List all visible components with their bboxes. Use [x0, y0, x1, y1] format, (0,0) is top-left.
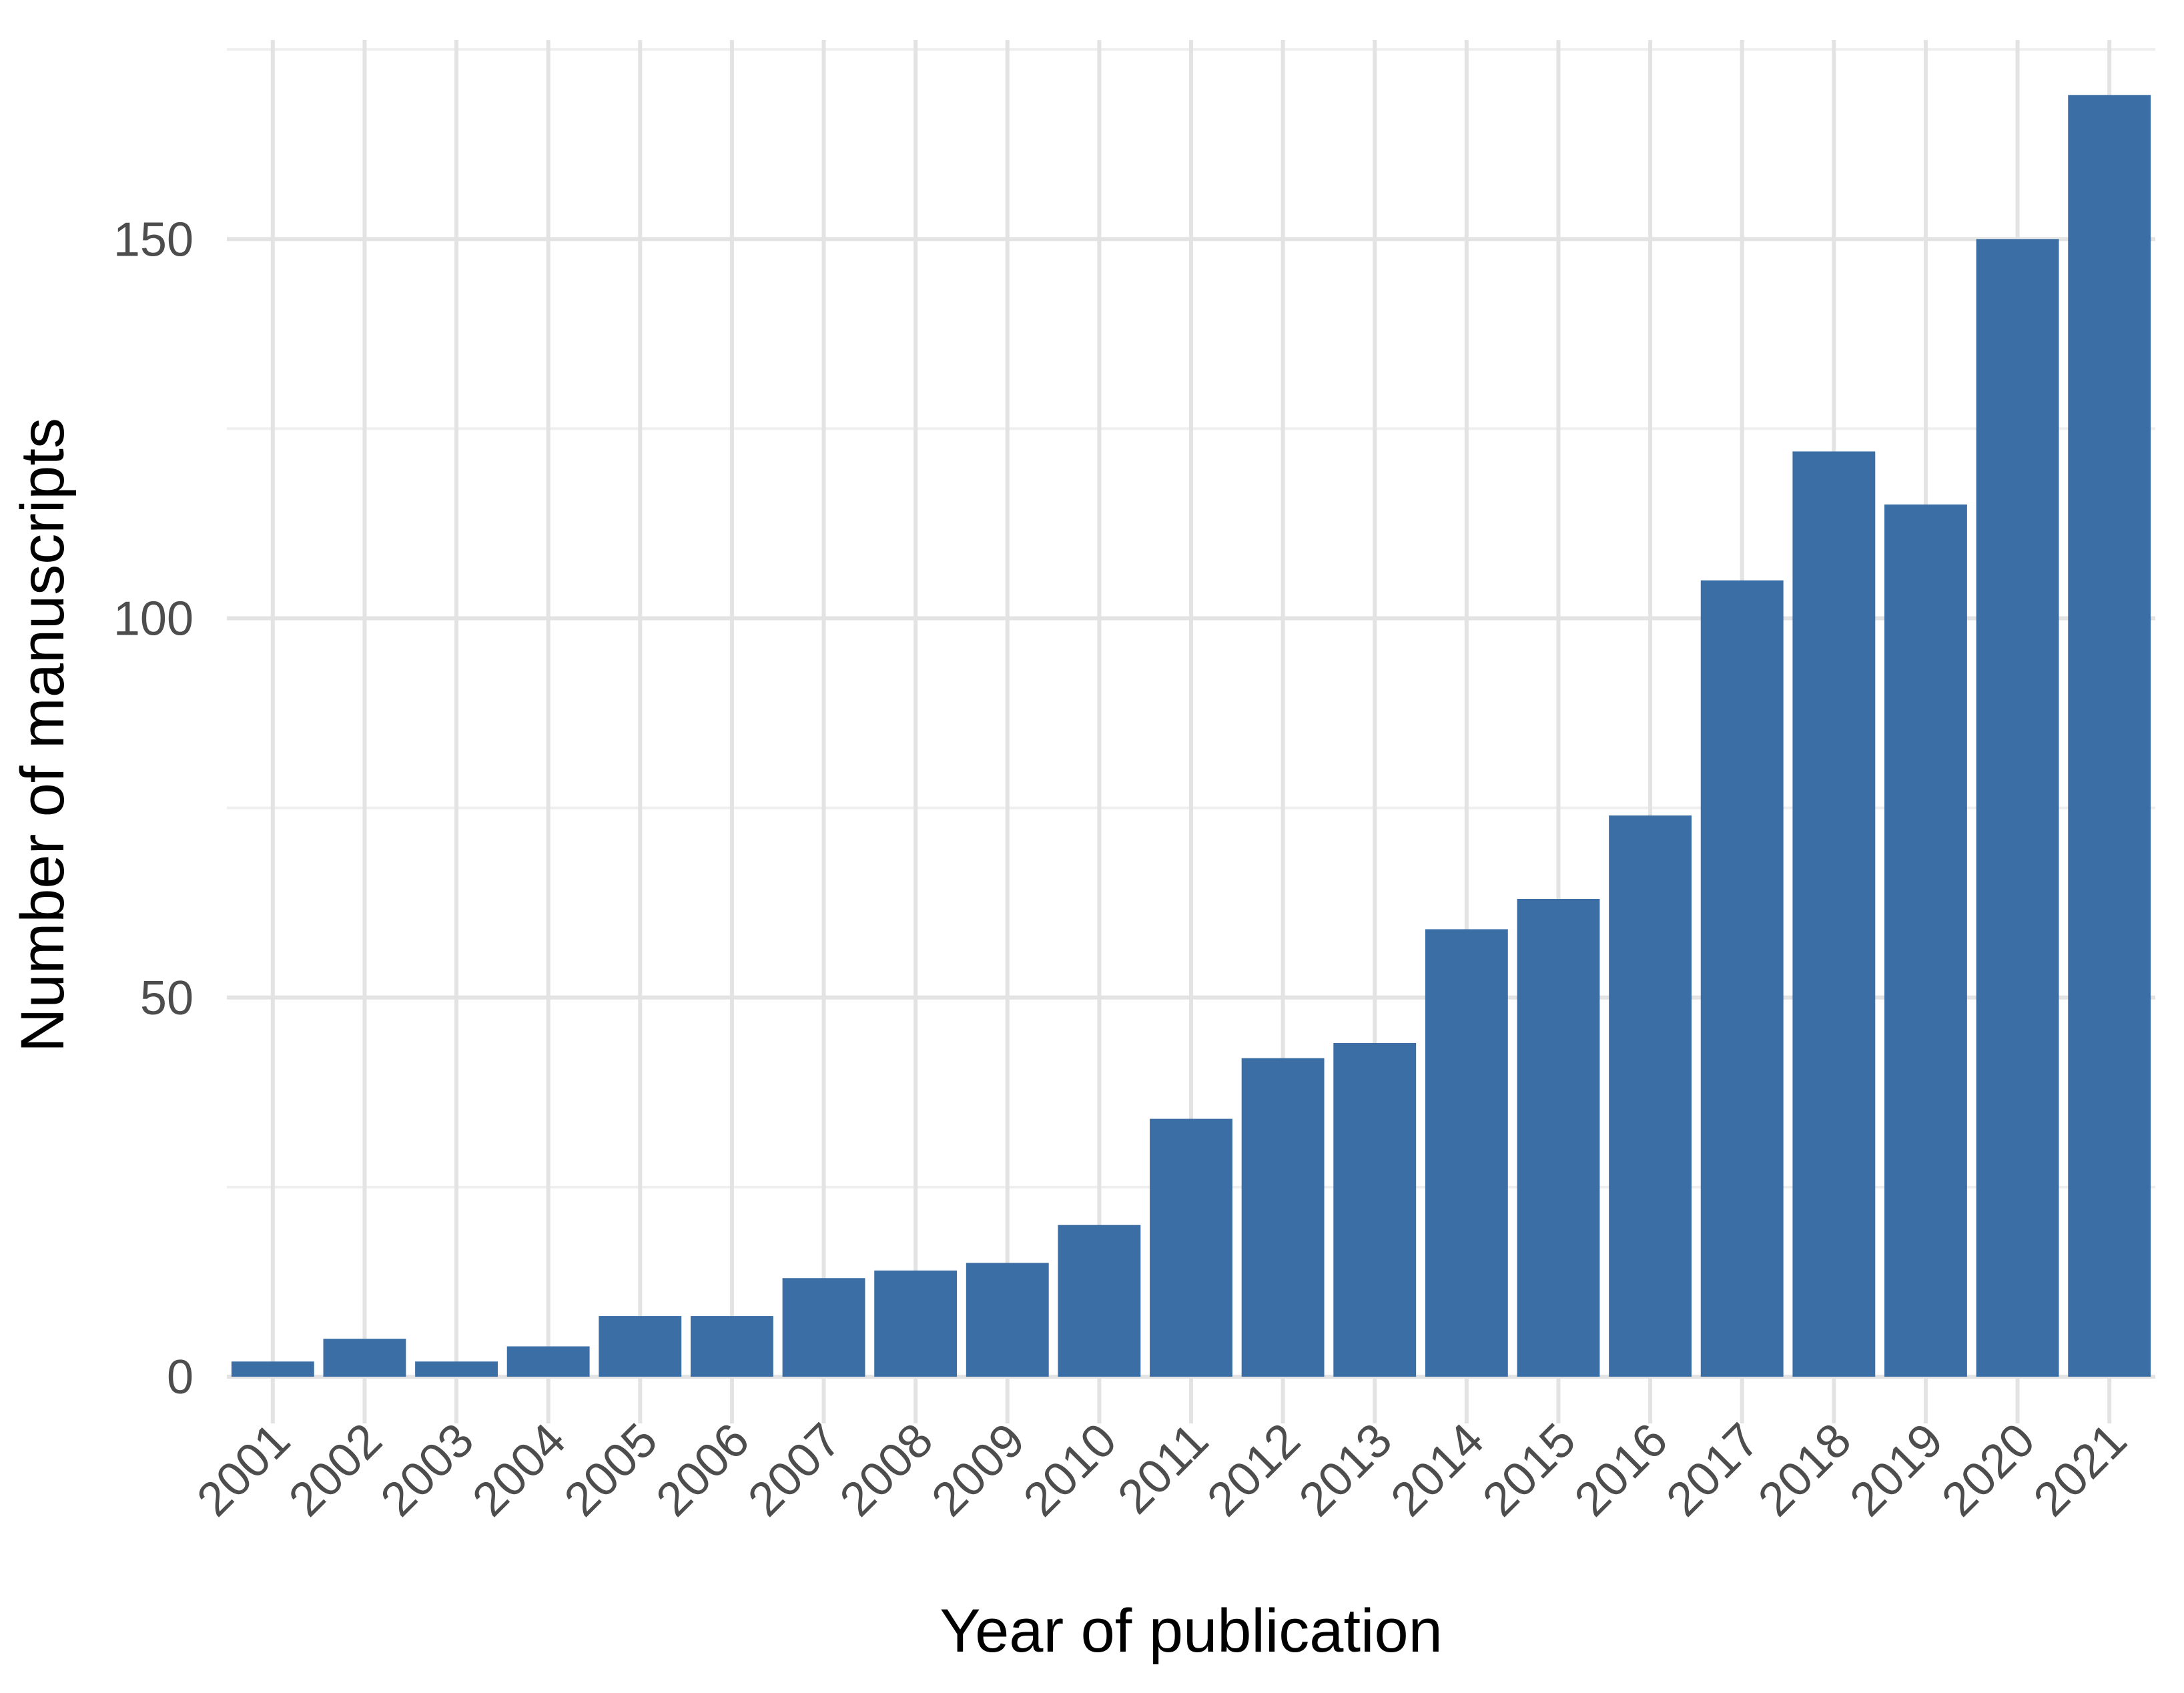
bar-2006 — [690, 1316, 773, 1377]
x-tick-label: 2008 — [830, 1413, 944, 1527]
x-tick-label: 2013 — [1289, 1413, 1403, 1527]
x-tick-label: 2010 — [1014, 1413, 1127, 1527]
x-tick-label: 2021 — [2024, 1413, 2137, 1527]
x-axis-title: Year of publication — [940, 1597, 1443, 1665]
x-tick-label: 2011 — [1108, 1413, 1218, 1524]
x-tick-label: 2006 — [646, 1413, 759, 1527]
x-tick-label: 2002 — [279, 1413, 392, 1527]
x-tick-label: 2005 — [555, 1413, 668, 1527]
bar-2017 — [1700, 580, 1784, 1377]
x-tick-label: 2014 — [1381, 1413, 1494, 1527]
bar-2020 — [1976, 239, 2059, 1377]
bar-2008 — [874, 1270, 958, 1377]
x-tick-label: 2007 — [738, 1413, 851, 1527]
x-tick-label: 2012 — [1197, 1413, 1311, 1527]
x-tick-label: 2003 — [371, 1413, 484, 1527]
bar-2011 — [1150, 1118, 1232, 1377]
bar-2019 — [1884, 504, 1967, 1377]
bar-2007 — [782, 1278, 865, 1377]
y-tick-label: 50 — [140, 972, 194, 1025]
y-tick-label: 0 — [167, 1351, 194, 1404]
x-tick-label: 2009 — [922, 1413, 1035, 1527]
bar-2010 — [1058, 1225, 1141, 1377]
x-tick-label: 2001 — [187, 1413, 300, 1527]
bar-2002 — [323, 1339, 406, 1377]
bar-2001 — [231, 1361, 314, 1377]
bar-2012 — [1241, 1058, 1325, 1377]
y-tick-label: 100 — [113, 593, 194, 646]
bar-2014 — [1425, 929, 1508, 1377]
y-axis-tick-labels: 0 50 100 150 — [113, 213, 194, 1404]
bar-2003 — [415, 1361, 498, 1377]
y-tick-label: 150 — [113, 213, 194, 266]
bar-2009 — [966, 1263, 1049, 1377]
x-tick-label: 2017 — [1656, 1413, 1770, 1527]
y-axis-title: Number of manuscripts — [9, 418, 77, 1052]
x-axis-tick-labels: 2001200220032004200520062007200820092010… — [187, 1413, 2137, 1527]
bar-2004 — [506, 1346, 590, 1377]
x-tick-label: 2019 — [1840, 1413, 1953, 1527]
bar-2021 — [2068, 95, 2151, 1377]
x-tick-label: 2015 — [1473, 1413, 1586, 1527]
x-tick-label: 2016 — [1565, 1413, 1678, 1527]
x-tick-label: 2004 — [462, 1413, 576, 1527]
x-tick-label: 2020 — [1932, 1413, 2045, 1527]
bar-2018 — [1792, 451, 1876, 1377]
bar-2005 — [599, 1316, 682, 1377]
bar-2013 — [1333, 1042, 1417, 1377]
bars — [231, 95, 2151, 1377]
bar-2015 — [1517, 899, 1600, 1377]
bar-2016 — [1609, 815, 1692, 1377]
x-tick-label: 2018 — [1748, 1413, 1862, 1527]
